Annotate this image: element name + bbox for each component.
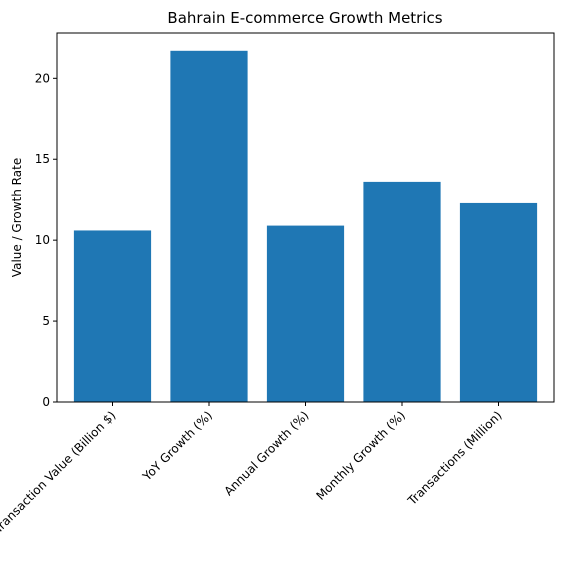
bar-4 [459,202,538,402]
chart-title: Bahrain E-commerce Growth Metrics [167,9,442,27]
y-tick-label-4: 20 [35,71,50,85]
bar-1 [170,50,248,402]
bar-2 [266,225,345,402]
y-tick-label-0: 0 [42,395,50,409]
x-tick-label-4: Transactions (Million) [404,408,504,508]
y-axis-label: Value / Growth Rate [10,158,24,277]
y-tick-label-3: 15 [35,152,50,166]
y-tick-label-2: 10 [35,233,50,247]
y-axis: 0 5 10 15 20 [35,71,57,409]
x-axis: Transaction Value (Billion $) YoY Growth … [0,402,505,537]
plot-frame [56,32,555,403]
x-tick-label-3: Monthly Growth (%) [313,408,408,503]
bar-0 [73,230,152,402]
x-tick-label-1: YoY Growth (%) [139,408,215,484]
x-tick-label-2: Annual Growth (%) [221,408,311,498]
x-tick-label-0: Transaction Value (Billion $) [0,408,119,536]
y-tick-label-1: 5 [42,314,50,328]
bar-3 [363,181,441,402]
bars-group [73,50,538,402]
